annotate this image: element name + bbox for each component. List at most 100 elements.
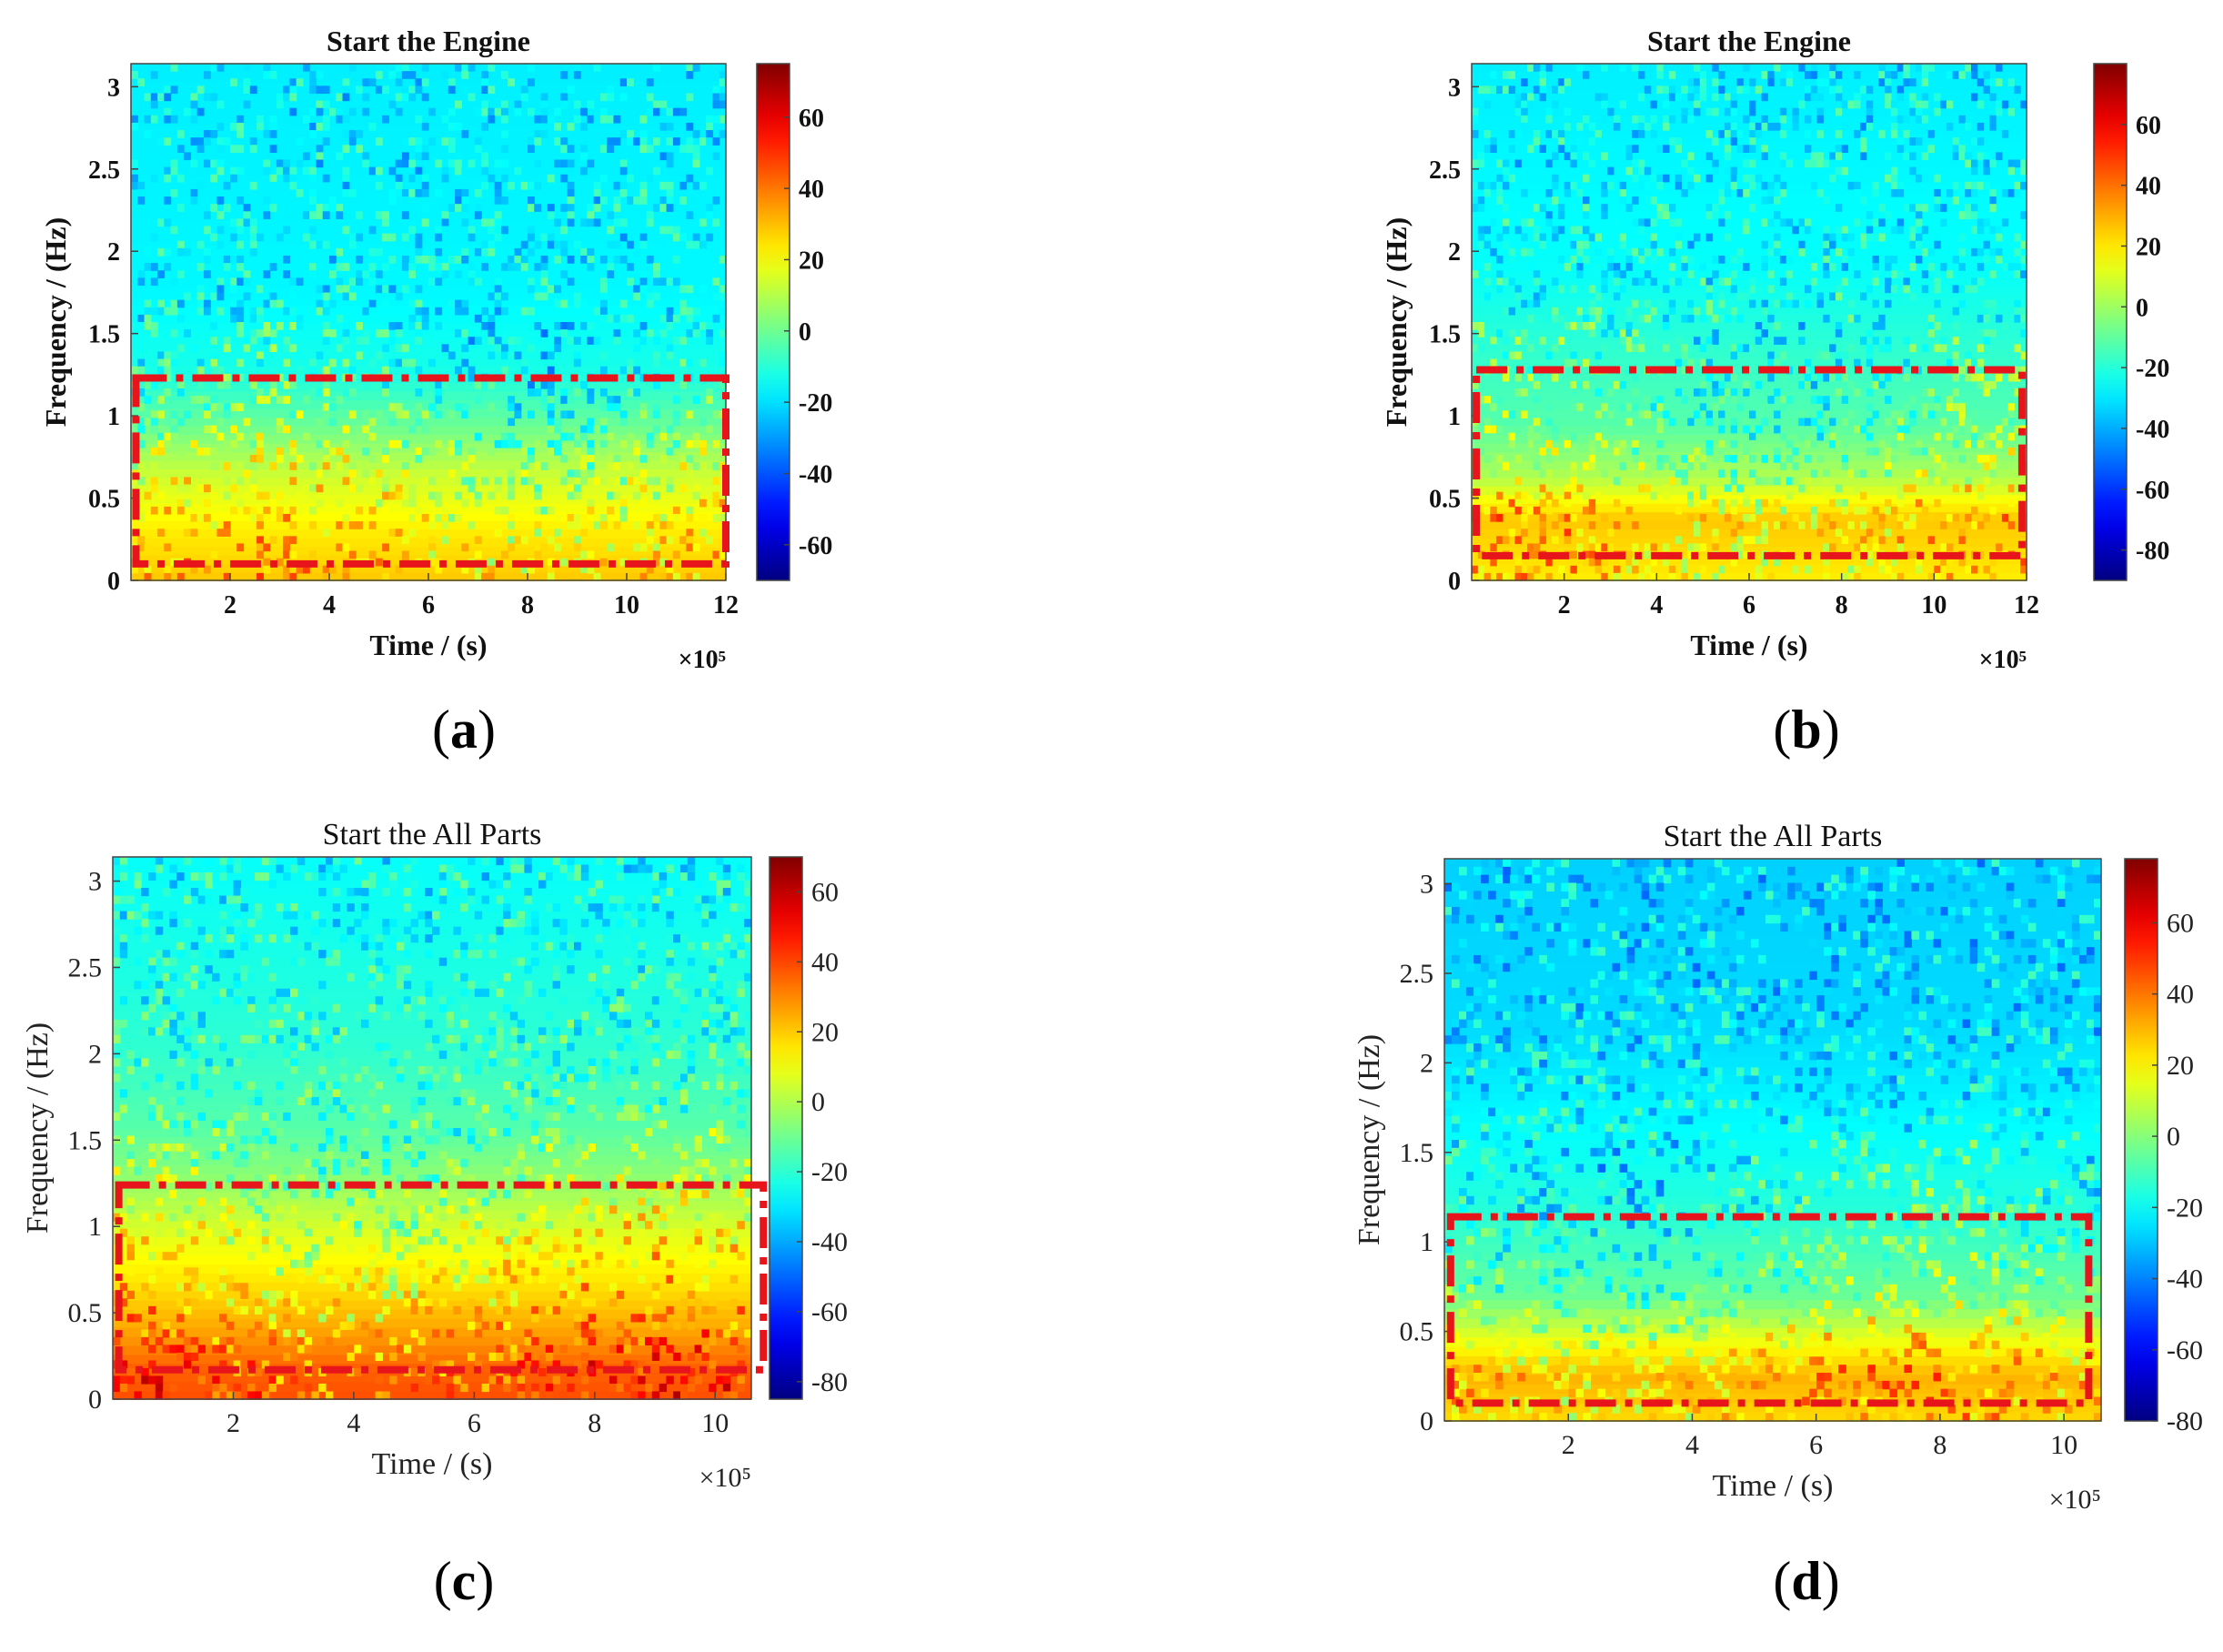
spectrogram-cell xyxy=(236,240,245,249)
spectrogram-cell xyxy=(382,484,389,493)
spectrogram-cell xyxy=(249,218,257,227)
spectrogram-cell xyxy=(481,1104,489,1113)
spectrogram-cell xyxy=(441,447,449,456)
spectrogram-cell xyxy=(1557,226,1565,235)
spectrogram-cell xyxy=(1996,64,2003,72)
spectrogram-cell xyxy=(460,1019,468,1028)
spectrogram-cell xyxy=(619,558,628,567)
spectrogram-band xyxy=(131,296,726,307)
spectrogram-cell xyxy=(375,137,383,146)
spectrogram-cell xyxy=(1730,137,1738,146)
spectrogram-cell xyxy=(261,919,270,928)
spectrogram-cell xyxy=(342,322,350,330)
spectrogram-cell xyxy=(276,491,284,500)
spectrogram-cell xyxy=(1552,152,1559,161)
spectrogram-cell xyxy=(646,536,654,545)
spectrogram-cell xyxy=(1916,565,1923,574)
spectrogram-cell xyxy=(269,344,277,353)
spectrogram-cell xyxy=(1699,484,1707,493)
spectrogram-cell xyxy=(744,934,752,943)
spectrogram-cell xyxy=(709,864,717,873)
spectrogram-cell xyxy=(595,1027,603,1036)
spectrogram-cell xyxy=(524,1096,532,1106)
spectrogram-cell xyxy=(283,536,290,545)
spectrogram-cell xyxy=(184,1043,192,1052)
spectrogram-cell xyxy=(1533,86,1541,95)
spectrogram-cell xyxy=(709,972,717,982)
spectrogram-cell xyxy=(567,477,575,486)
spectrogram-cell xyxy=(1644,543,1652,552)
spectrogram-cell xyxy=(737,1104,745,1113)
spectrogram-cell xyxy=(1656,211,1664,219)
spectrogram-cell xyxy=(666,314,674,323)
spectrogram-cell xyxy=(619,299,628,308)
spectrogram-cell xyxy=(593,521,601,529)
spectrogram-cell xyxy=(514,247,522,257)
spectrogram-cell xyxy=(144,115,152,124)
spectrogram-cell xyxy=(528,565,535,574)
spectrogram-cell xyxy=(1872,299,1879,308)
spectrogram-cell xyxy=(686,211,694,219)
spectrogram-cell xyxy=(1514,337,1522,345)
spectrogram-cell xyxy=(1805,86,1812,95)
spectrogram-cell xyxy=(1632,145,1639,153)
spectrogram-cell xyxy=(1916,218,1923,227)
spectrogram-cell xyxy=(240,1104,248,1113)
spectrogram-cell xyxy=(528,145,535,153)
spectrogram-cell xyxy=(362,152,370,161)
spectrogram-cell xyxy=(408,71,417,79)
spectrogram-cell xyxy=(203,484,211,493)
spectrogram-cell xyxy=(666,447,674,456)
spectrogram-cell xyxy=(1934,188,1941,197)
spectrogram-cell xyxy=(547,396,555,404)
spectrogram-cell xyxy=(540,329,548,337)
spectrogram-cell xyxy=(520,447,528,456)
spectrogram-cell xyxy=(425,950,433,959)
spectrogram-cell xyxy=(653,543,660,552)
spectrogram-cell xyxy=(1977,380,1985,389)
spectrogram-cell xyxy=(1533,380,1541,389)
spectrogram-cell xyxy=(2007,78,2016,86)
spectrogram-cell xyxy=(1934,93,1941,102)
spectrogram-cell xyxy=(692,240,700,249)
spectrogram-cell xyxy=(599,403,608,411)
spectrogram-cell xyxy=(1570,550,1577,559)
spectrogram-cell xyxy=(1774,64,1781,72)
x-tick-label: 2 xyxy=(224,591,236,620)
spectrogram-cell xyxy=(176,344,185,353)
spectrogram-cell xyxy=(509,864,518,873)
spectrogram-cell xyxy=(326,1034,334,1043)
spectrogram-cell xyxy=(580,477,588,486)
spectrogram-cell xyxy=(256,388,264,397)
spectrogram-cell xyxy=(1490,558,1497,567)
spectrogram-cell xyxy=(230,299,237,308)
spectrogram-cell xyxy=(276,299,284,308)
spectrogram-cell xyxy=(1952,181,1960,190)
spectrogram-cell xyxy=(309,166,317,176)
spectrogram-cell xyxy=(1779,107,1787,116)
spectrogram-cell xyxy=(362,307,370,316)
spectrogram-cell xyxy=(1527,565,1534,574)
spectrogram-cell xyxy=(169,1174,177,1184)
spectrogram-cell xyxy=(1539,513,1546,522)
spectrogram-cell xyxy=(1774,337,1781,345)
spectrogram-cell xyxy=(316,469,324,478)
spectrogram-cell xyxy=(716,1073,724,1083)
spectrogram-cell xyxy=(1903,373,1910,382)
spectrogram-cell xyxy=(1743,86,1750,95)
spectrogram-cell xyxy=(633,380,641,389)
spectrogram-cell xyxy=(580,1166,589,1175)
spectrogram-cell xyxy=(1989,307,1997,316)
spectrogram-cell xyxy=(1736,314,1744,323)
spectrogram-cell xyxy=(474,1065,483,1074)
spectrogram-cell xyxy=(316,263,324,271)
spectrogram-cell xyxy=(1601,181,1608,190)
spectrogram-cell xyxy=(1847,380,1855,389)
spectrogram-cell xyxy=(401,358,409,368)
spectrogram-cell xyxy=(538,934,547,943)
spectrogram-cell xyxy=(692,233,700,242)
spectrogram-cell xyxy=(1632,565,1639,574)
spectrogram-cell xyxy=(1712,455,1719,463)
y-tick-label: 2 xyxy=(1448,238,1461,267)
spectrogram-cell xyxy=(1613,521,1621,529)
